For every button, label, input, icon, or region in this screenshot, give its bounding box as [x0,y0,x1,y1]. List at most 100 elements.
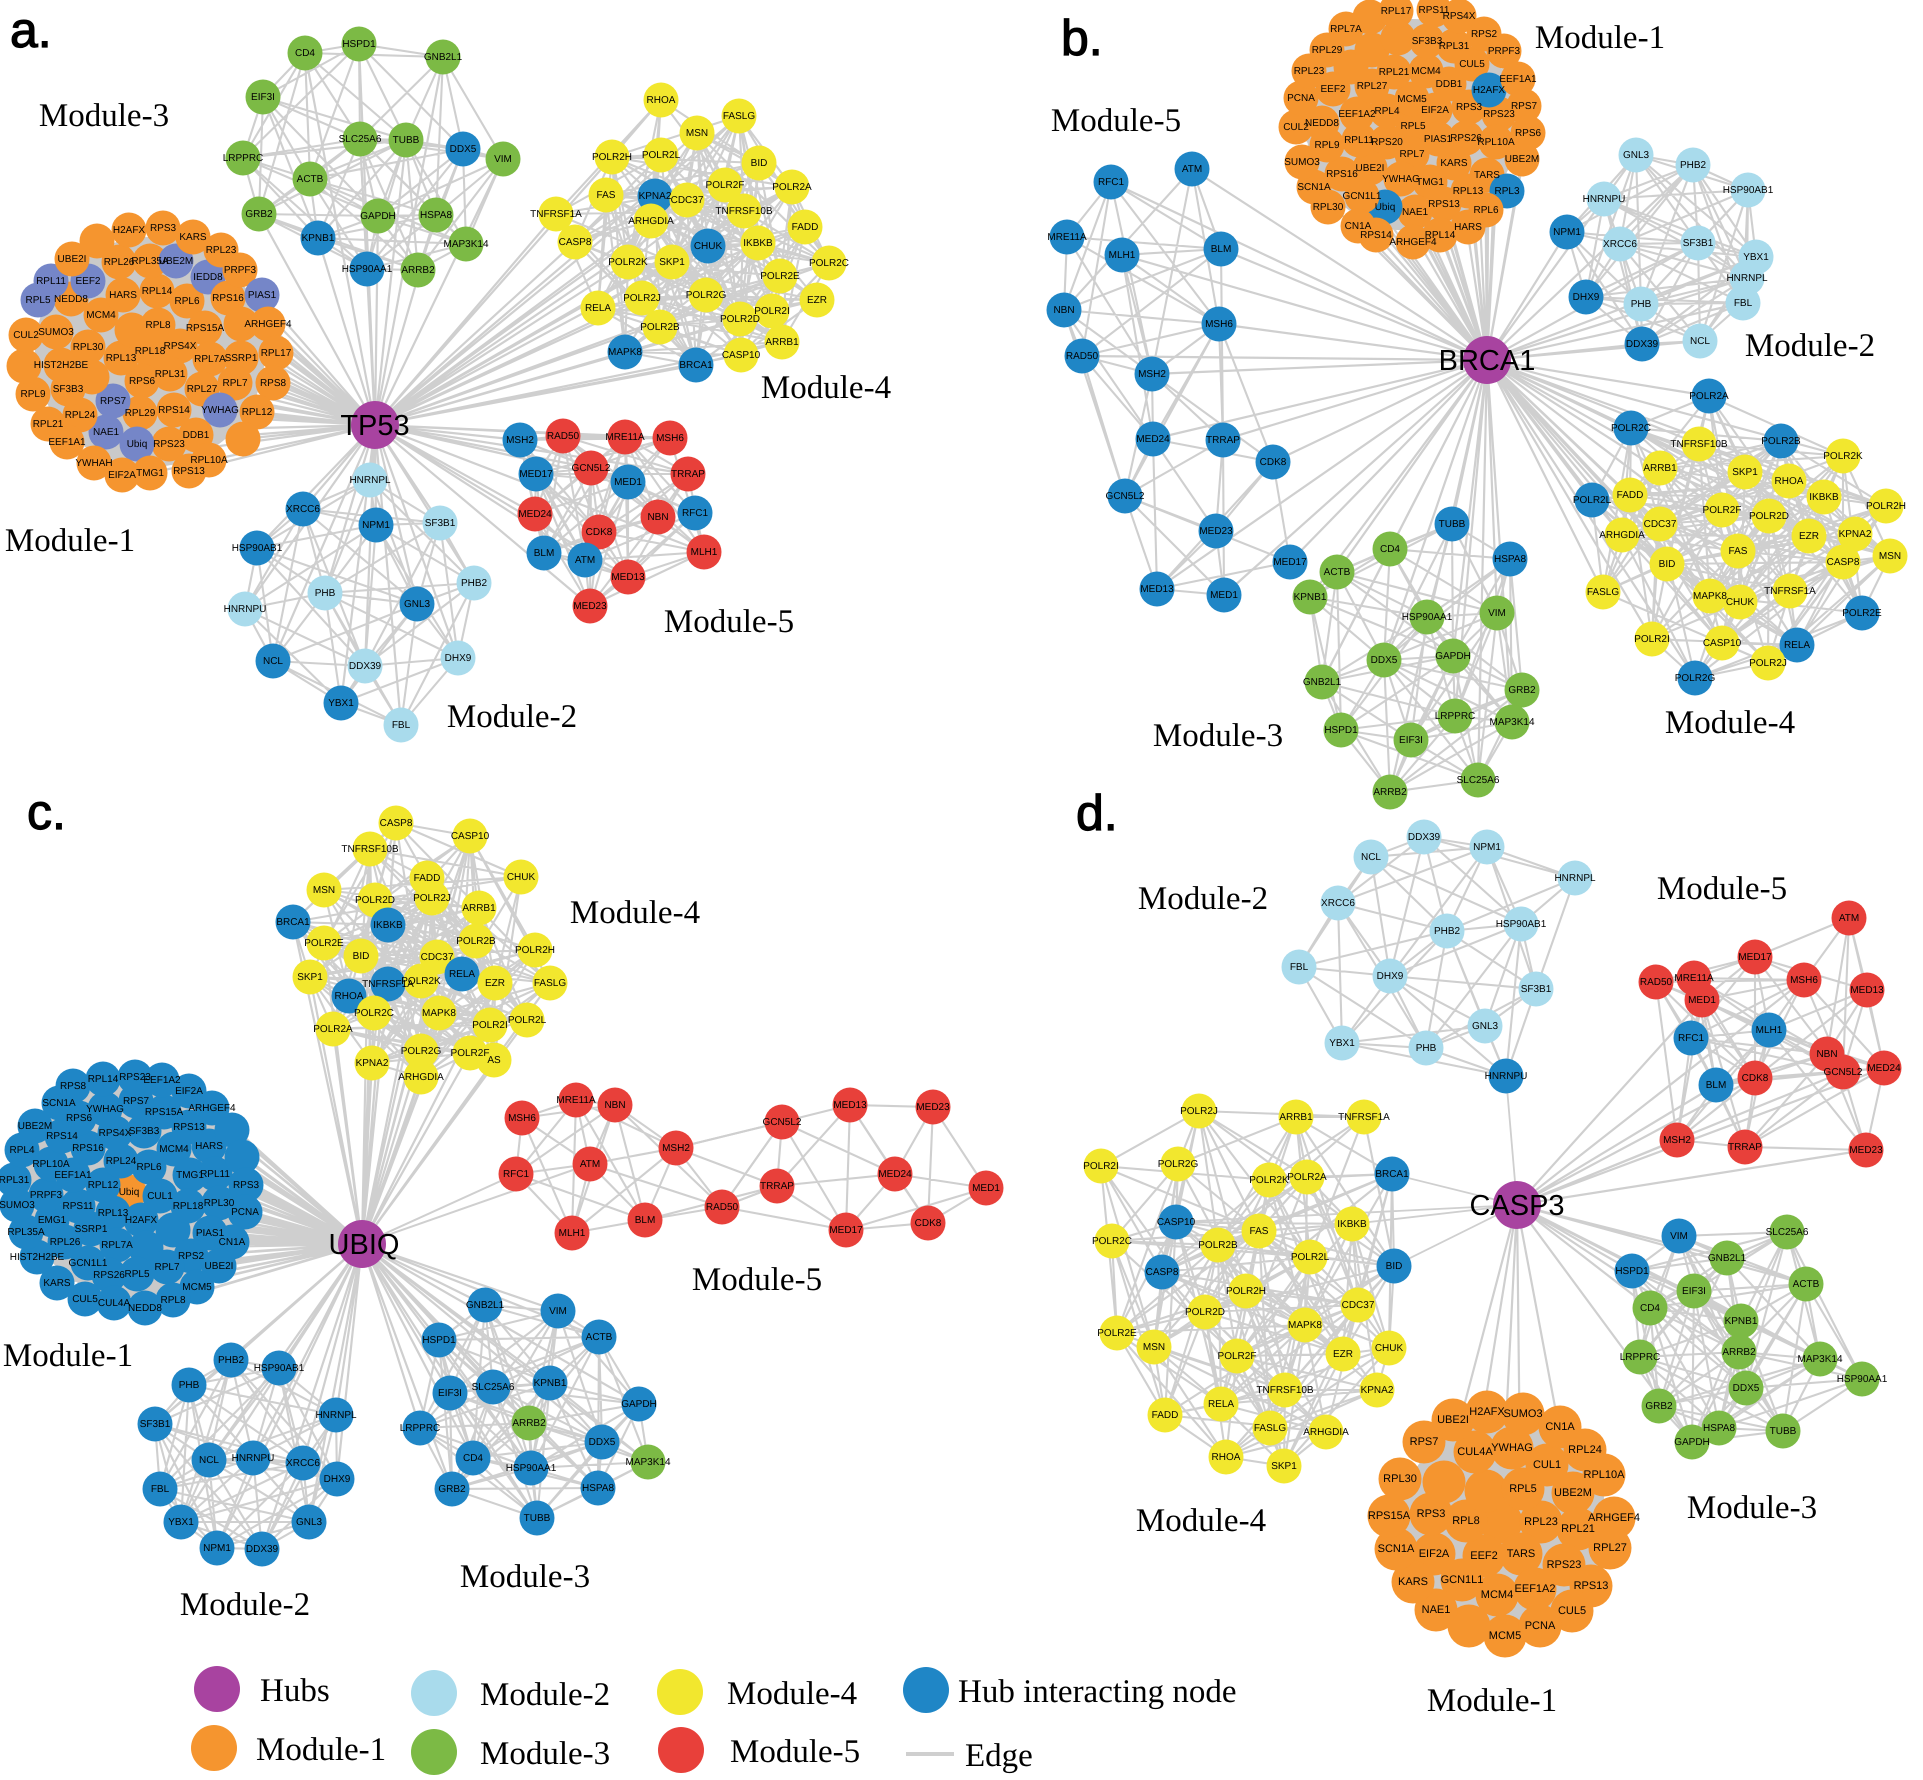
svg-text:HSPA8: HSPA8 [582,1483,614,1494]
svg-text:CHUK: CHUK [507,872,536,883]
svg-text:MCM4: MCM4 [1411,66,1441,77]
svg-text:RPL4: RPL4 [9,1145,34,1156]
svg-text:FASLG: FASLG [1254,1423,1286,1434]
svg-text:CHUK: CHUK [1375,1343,1404,1354]
svg-text:YWHAG: YWHAG [201,405,239,416]
svg-text:TNFRSF1A: TNFRSF1A [1338,1112,1390,1123]
svg-text:GRB2: GRB2 [1645,1401,1673,1412]
svg-text:RPS20: RPS20 [1371,137,1403,148]
svg-text:VIM: VIM [494,154,512,165]
svg-text:SF3B1: SF3B1 [425,518,456,529]
svg-text:CDC37: CDC37 [421,952,454,963]
svg-text:EEF1A2: EEF1A2 [143,1075,181,1086]
svg-text:NCL: NCL [1361,852,1381,863]
svg-text:Ubiq: Ubiq [127,439,148,450]
svg-text:RPL7: RPL7 [1399,149,1424,160]
svg-text:RPL5: RPL5 [124,1269,149,1280]
svg-text:MED1: MED1 [1688,995,1716,1006]
svg-text:TARS: TARS [1507,1548,1536,1560]
svg-text:TUBB: TUBB [1439,519,1466,530]
svg-text:RHOA: RHOA [335,991,364,1002]
svg-text:RPL29: RPL29 [1312,45,1343,56]
svg-text:RPL14: RPL14 [88,1074,119,1085]
svg-text:YBX1: YBX1 [1743,252,1769,263]
svg-text:KPNB1: KPNB1 [302,233,335,244]
svg-text:UBIQ: UBIQ [329,1229,400,1261]
svg-text:MSN: MSN [1879,551,1901,562]
svg-text:YWHAG: YWHAG [1491,1442,1533,1454]
svg-text:TNFRSF1A: TNFRSF1A [530,209,582,220]
svg-text:DDB1: DDB1 [183,430,210,441]
svg-text:MAPK8: MAPK8 [1693,591,1727,602]
svg-text:CDK8: CDK8 [1260,457,1287,468]
svg-text:EEF2: EEF2 [1470,1550,1498,1562]
svg-text:CD4: CD4 [1640,1303,1660,1314]
svg-text:FADD: FADD [414,873,441,884]
svg-text:POLR2G: POLR2G [401,1046,442,1057]
svg-text:CASP3: CASP3 [1469,1190,1564,1222]
svg-text:EIF3I: EIF3I [251,92,275,103]
svg-text:FASLG: FASLG [1587,587,1619,598]
svg-text:KPNA2: KPNA2 [356,1058,389,1069]
svg-text:RPL10A: RPL10A [190,455,228,466]
svg-text:POLR2L: POLR2L [1573,495,1612,506]
svg-text:RPL30: RPL30 [73,342,104,353]
svg-text:MCM4: MCM4 [159,1144,189,1155]
svg-text:MAP3K14: MAP3K14 [1797,1354,1842,1365]
svg-text:RPL13: RPL13 [106,353,137,364]
svg-text:RPL10A: RPL10A [1584,1469,1626,1481]
svg-text:SLC25A6: SLC25A6 [1766,1227,1809,1238]
svg-text:BID: BID [751,158,768,169]
svg-text:MED17: MED17 [519,469,553,480]
svg-text:H2AFX: H2AFX [125,1215,158,1226]
svg-text:BLM: BLM [635,1215,656,1226]
svg-text:RPL9: RPL9 [1314,140,1339,151]
svg-text:NPM1: NPM1 [1553,227,1581,238]
svg-text:LRPPRC: LRPPRC [1435,711,1476,722]
svg-text:HNRNPU: HNRNPU [232,1453,275,1464]
svg-text:Module-1: Module-1 [3,1338,133,1374]
svg-text:HSPD1: HSPD1 [342,39,376,50]
svg-text:FASLG: FASLG [534,978,566,989]
svg-text:TUBB: TUBB [1770,1426,1797,1437]
svg-text:CUL2: CUL2 [1283,122,1309,133]
svg-text:ARRB2: ARRB2 [401,265,435,276]
svg-text:POLR2C: POLR2C [1611,423,1651,434]
svg-text:MED1: MED1 [614,477,642,488]
svg-text:RPL13: RPL13 [1453,186,1484,197]
svg-text:LRPPRC: LRPPRC [400,1423,441,1434]
svg-text:RPS15A: RPS15A [186,323,225,334]
svg-text:H2AFX: H2AFX [1473,85,1506,96]
svg-text:Module-4: Module-4 [570,895,700,931]
svg-text:BID: BID [1659,559,1676,570]
svg-text:RPL24: RPL24 [106,1156,137,1167]
svg-text:EZR: EZR [807,295,827,306]
svg-text:GAPDH: GAPDH [1674,1437,1710,1448]
svg-text:MED1: MED1 [972,1183,1000,1194]
svg-text:Module-2: Module-2 [480,1677,610,1713]
svg-text:Module-5: Module-5 [692,1262,822,1298]
svg-text:PHB2: PHB2 [218,1355,245,1366]
svg-text:DDX5: DDX5 [1733,1383,1760,1394]
svg-text:ARHGEF4: ARHGEF4 [244,319,292,330]
svg-text:VIM: VIM [1670,1231,1688,1242]
svg-text:RPL30: RPL30 [204,1198,235,1209]
svg-text:POLR2D: POLR2D [720,314,760,325]
svg-text:RPS4X: RPS4X [1443,11,1476,22]
svg-text:IKBKB: IKBKB [373,920,403,931]
svg-text:b.: b. [1061,10,1103,66]
svg-text:CHUK: CHUK [1726,597,1755,608]
svg-text:PRPF3: PRPF3 [224,265,257,276]
svg-text:RPL21: RPL21 [33,419,64,430]
svg-text:FBL: FBL [151,1484,170,1495]
svg-text:PHB2: PHB2 [1434,926,1461,937]
svg-text:RPS7: RPS7 [123,1096,150,1107]
svg-text:RPS23: RPS23 [1483,109,1515,120]
svg-text:SCN1A: SCN1A [1378,1543,1415,1555]
svg-text:VIM: VIM [1488,608,1506,619]
svg-text:DDX39: DDX39 [246,1544,279,1555]
svg-text:EZR: EZR [1333,1349,1353,1360]
svg-text:HSPA8: HSPA8 [1494,554,1526,565]
svg-text:c.: c. [27,784,66,840]
svg-text:GCN1L1: GCN1L1 [69,1258,108,1269]
